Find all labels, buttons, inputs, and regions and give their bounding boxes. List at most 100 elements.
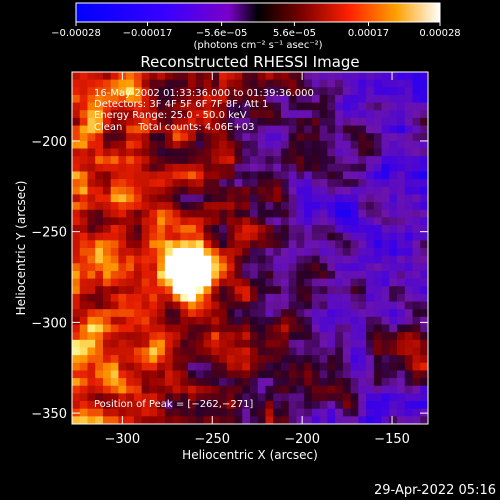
heatmap-cell [397, 347, 406, 356]
heatmap-cell [226, 378, 236, 387]
heatmap-cell [95, 156, 104, 165]
heatmap-cell [250, 240, 259, 249]
heatmap-cell [126, 370, 135, 379]
heatmap-cell [157, 232, 166, 241]
heatmap-cell [412, 156, 421, 165]
heatmap-cell [219, 324, 228, 333]
heatmap-cell [141, 378, 150, 387]
heatmap-cell [404, 278, 414, 287]
heatmap-cell [234, 179, 243, 188]
heatmap-cell [211, 217, 220, 226]
heatmap-cell [296, 385, 305, 394]
heatmap-cell [133, 339, 143, 348]
heatmap-cell [257, 232, 266, 241]
heatmap-cell [373, 362, 383, 371]
heatmap-cell [79, 72, 88, 81]
heatmap-cell [180, 133, 189, 142]
heatmap-cell [164, 133, 174, 142]
heatmap-cell [95, 293, 104, 303]
heatmap-cell [327, 401, 336, 410]
heatmap-cell [164, 362, 174, 371]
heatmap-cell [141, 156, 150, 165]
heatmap-cell [250, 72, 259, 81]
heatmap-cell [389, 362, 398, 371]
heatmap-cell [219, 194, 228, 203]
heatmap-cell [195, 293, 205, 303]
heatmap-cell [389, 186, 398, 195]
heatmap-cell [404, 72, 414, 81]
heatmap-cell [133, 194, 143, 203]
heatmap-cell [79, 194, 88, 203]
heatmap-cell [126, 324, 135, 333]
heatmap-cell [288, 339, 297, 348]
heatmap-cell [280, 87, 290, 96]
heatmap-cell [373, 263, 383, 272]
heatmap-cell [342, 79, 352, 88]
heatmap-cell [157, 140, 166, 150]
heatmap-cell [95, 171, 104, 180]
heatmap-cell [280, 110, 290, 119]
heatmap-cell [219, 293, 228, 303]
heatmap-cell [366, 378, 375, 387]
heatmap-cell [358, 408, 367, 417]
heatmap-cell [311, 102, 321, 111]
heatmap-cell [110, 217, 119, 226]
heatmap-cell [219, 217, 228, 226]
annotation-time: 16-May-2002 01:33:36.000 to 01:39:36.000 [94, 88, 314, 99]
heatmap-cell [319, 110, 328, 119]
heatmap-cell [342, 125, 352, 134]
heatmap-cell [195, 179, 205, 188]
heatmap-cell [172, 140, 181, 150]
heatmap-cell [87, 248, 96, 257]
heatmap-cell [72, 286, 81, 295]
colorbar-tick-label: −5.6e−05 [196, 28, 248, 39]
heatmap-cell [219, 408, 228, 417]
heatmap-cell [335, 401, 344, 410]
heatmap-cell [234, 202, 243, 211]
heatmap-cell [149, 408, 158, 417]
heatmap-cell [203, 125, 212, 134]
heatmap-cell [203, 293, 212, 303]
heatmap-cell [319, 263, 328, 272]
heatmap-cell [404, 248, 414, 257]
heatmap-cell [273, 408, 282, 417]
heatmap-cell [95, 140, 104, 150]
heatmap-cell [335, 72, 344, 81]
heatmap-cell [389, 355, 398, 364]
heatmap-cell [79, 163, 88, 172]
heatmap-cell [195, 156, 205, 165]
heatmap-cell [126, 240, 135, 249]
heatmap-cell [420, 293, 428, 303]
heatmap-cell [79, 255, 88, 264]
heatmap-cell [118, 378, 127, 387]
heatmap-cell [87, 110, 96, 119]
heatmap-cell [141, 179, 150, 188]
heatmap-cell [95, 370, 104, 379]
heatmap-cell [118, 186, 127, 195]
heatmap-cell [110, 355, 119, 364]
heatmap-cell [195, 163, 205, 172]
heatmap-cell [102, 255, 112, 264]
heatmap-cell [420, 347, 428, 356]
heatmap-cell [250, 209, 259, 218]
heatmap-cell [412, 133, 421, 142]
heatmap-cell [180, 378, 189, 387]
heatmap-cell [366, 194, 375, 203]
heatmap-cell [296, 347, 305, 356]
heatmap-cell [226, 72, 236, 81]
heatmap-cell [242, 232, 251, 241]
heatmap-cell [311, 125, 321, 134]
heatmap-cell [211, 401, 220, 410]
heatmap-cell [133, 209, 143, 218]
heatmap-cell [211, 232, 220, 241]
heatmap-cell [404, 309, 414, 318]
heatmap-cell [242, 163, 251, 172]
heatmap-cell [87, 156, 96, 165]
heatmap-cell [219, 248, 228, 257]
heatmap-cell [188, 370, 197, 379]
heatmap-cell [164, 117, 174, 127]
heatmap-cell [280, 163, 290, 172]
heatmap-cell [133, 316, 143, 326]
heatmap-cell [265, 72, 274, 81]
heatmap-cell [72, 79, 81, 88]
